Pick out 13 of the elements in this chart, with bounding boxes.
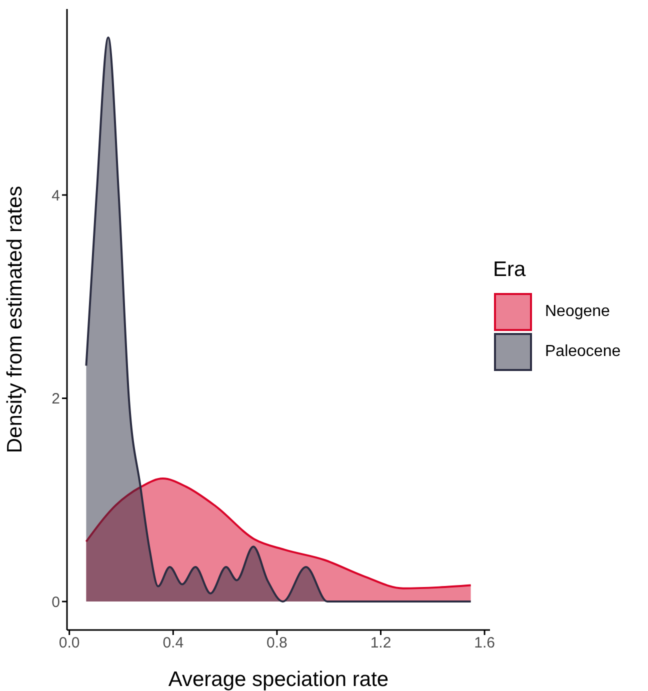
legend-label: Neogene xyxy=(545,303,610,321)
y-tick-label: 2 xyxy=(52,390,60,408)
y-tick-label: 4 xyxy=(52,187,60,204)
y-tick-label: 0 xyxy=(52,594,60,611)
x-tick-label: 1.2 xyxy=(370,634,392,652)
legend-title: Era xyxy=(493,258,527,282)
x-tick-label: 0.0 xyxy=(58,634,80,652)
x-axis-title: Average speciation rate xyxy=(168,668,389,691)
x-tick-label: 0.8 xyxy=(266,634,288,652)
legend-label: Paleocene xyxy=(545,343,621,361)
x-tick-label: 0.4 xyxy=(162,634,184,652)
y-axis-title: Density from estimated rates xyxy=(3,186,26,454)
x-tick-label: 1.6 xyxy=(474,634,495,652)
